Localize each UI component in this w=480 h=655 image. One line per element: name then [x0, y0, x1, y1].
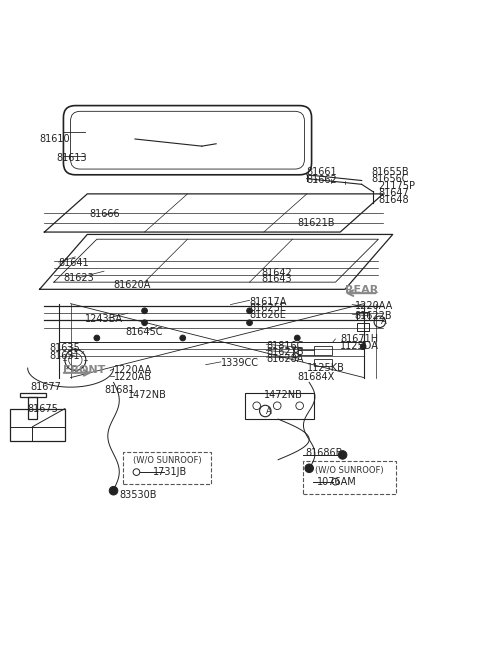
Circle shape: [142, 308, 147, 314]
Text: REAR: REAR: [345, 286, 378, 295]
Circle shape: [305, 464, 313, 472]
Text: FRONT: FRONT: [63, 365, 106, 375]
Text: 1472NB: 1472NB: [128, 390, 167, 400]
Bar: [123, 451, 211, 484]
Text: 81677: 81677: [30, 382, 61, 392]
Text: 81620A: 81620A: [114, 280, 151, 290]
Text: 81681: 81681: [104, 384, 134, 394]
Text: 81625E: 81625E: [250, 303, 287, 313]
Circle shape: [180, 335, 186, 341]
Text: 81647: 81647: [378, 188, 409, 198]
Bar: [28, 397, 37, 419]
Text: 81635: 81635: [49, 343, 80, 352]
Text: 81666: 81666: [90, 210, 120, 219]
Text: 81684X: 81684X: [297, 371, 335, 382]
Text: 81675: 81675: [28, 403, 59, 413]
Bar: [314, 358, 332, 365]
Text: 21175P: 21175P: [378, 181, 415, 191]
Bar: [357, 323, 369, 331]
Text: 81627B: 81627B: [266, 347, 304, 358]
Text: 1125DA: 1125DA: [340, 341, 379, 351]
Text: 81648: 81648: [378, 195, 409, 204]
Circle shape: [247, 308, 252, 314]
Circle shape: [338, 451, 347, 459]
Text: 81661: 81661: [307, 168, 337, 178]
Text: 1220AB: 1220AB: [114, 372, 152, 382]
Text: 1243BA: 1243BA: [85, 314, 123, 324]
Circle shape: [109, 487, 118, 495]
Bar: [245, 393, 314, 419]
Circle shape: [360, 344, 366, 350]
Text: 1220AA: 1220AA: [355, 301, 393, 311]
Bar: [357, 312, 369, 320]
Text: 81631: 81631: [49, 350, 80, 361]
Circle shape: [294, 335, 300, 341]
Text: 1220AA: 1220AA: [114, 365, 152, 375]
Bar: [20, 394, 46, 397]
Text: 81656C: 81656C: [371, 174, 409, 183]
Text: 1339CC: 1339CC: [221, 358, 259, 368]
Bar: [10, 409, 65, 441]
Bar: [303, 461, 396, 494]
Text: 81816C: 81816C: [266, 341, 304, 350]
Text: 81662: 81662: [307, 175, 337, 185]
Text: A: A: [266, 407, 272, 415]
Circle shape: [247, 320, 252, 326]
Text: 81623: 81623: [63, 273, 94, 284]
Text: 1076AM: 1076AM: [317, 477, 357, 487]
Circle shape: [94, 335, 100, 341]
Text: 1125KB: 1125KB: [307, 363, 345, 373]
Circle shape: [142, 320, 147, 326]
Text: 81617A: 81617A: [250, 297, 287, 307]
Text: (W/O SUNROOF): (W/O SUNROOF): [133, 456, 202, 464]
Text: (W/O SUNROOF): (W/O SUNROOF): [315, 466, 384, 475]
Text: 81626E: 81626E: [250, 310, 287, 320]
Text: 81628A: 81628A: [266, 354, 304, 364]
Text: 81641: 81641: [59, 258, 89, 268]
Text: 1472NB: 1472NB: [264, 390, 303, 400]
Bar: [314, 346, 332, 355]
Text: 81643: 81643: [262, 274, 292, 284]
Text: 81645C: 81645C: [125, 328, 163, 337]
Text: 1731JB: 1731JB: [153, 467, 187, 477]
Text: 81642: 81642: [262, 268, 292, 278]
Text: A: A: [381, 317, 386, 326]
Text: 81610: 81610: [39, 134, 70, 144]
Text: 81621B: 81621B: [297, 217, 335, 227]
Text: 81671H: 81671H: [340, 335, 378, 345]
Text: 81613: 81613: [56, 153, 87, 163]
Text: 83530B: 83530B: [120, 491, 157, 500]
Text: 81622B: 81622B: [355, 310, 392, 320]
Text: 81655B: 81655B: [371, 167, 409, 177]
Text: 81686B: 81686B: [306, 449, 343, 458]
